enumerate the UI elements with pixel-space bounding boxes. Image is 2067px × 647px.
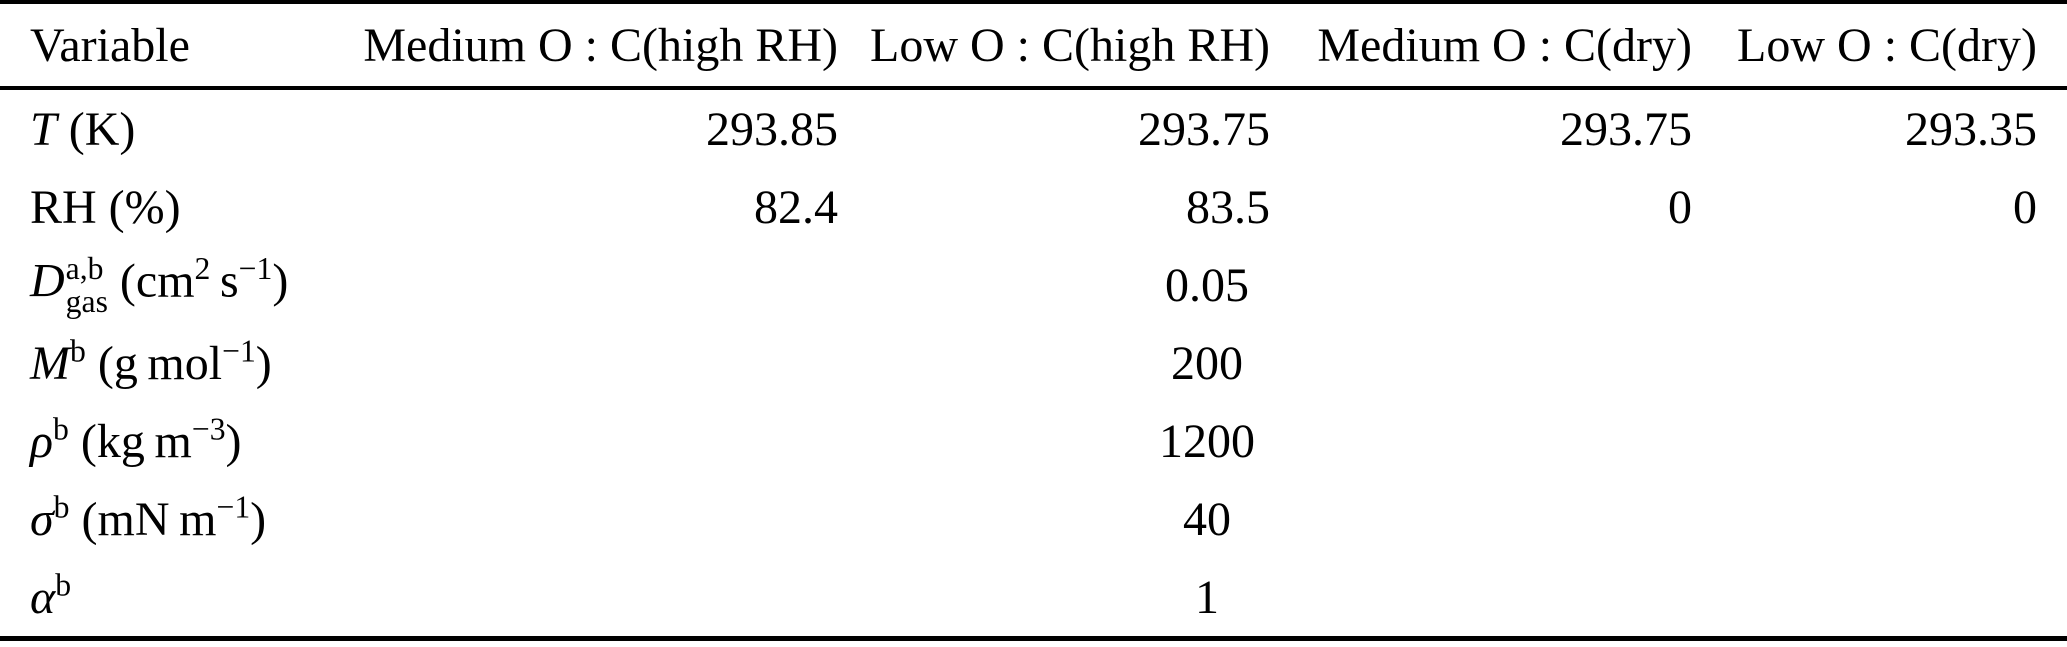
variable-label: σb (mN m−1) bbox=[0, 480, 340, 558]
value-cell: 293.85 bbox=[706, 102, 838, 156]
superscript: b bbox=[53, 411, 69, 447]
superscript: a,b bbox=[65, 250, 104, 286]
superscript: b bbox=[55, 567, 72, 603]
unit-text: (K) bbox=[56, 102, 136, 156]
table-row-surface-tension: σb (mN m−1) 40 bbox=[0, 480, 2067, 558]
superscript-subscript-stack: a,b gas bbox=[65, 250, 108, 319]
unit-text: ) bbox=[250, 492, 267, 546]
table-row-relative-humidity: RH (%) 82.4 83.5 0 0 bbox=[0, 168, 2067, 246]
variable-symbol: M bbox=[30, 336, 70, 390]
variable-symbol: T bbox=[30, 102, 57, 156]
unit-text: RH (%) bbox=[30, 180, 181, 234]
span-value-cell: 1200 bbox=[1159, 414, 1255, 468]
value-cell: 293.75 bbox=[1138, 102, 1270, 156]
table-header: Variable Medium O : C(high RH) Low O : C… bbox=[0, 2, 2067, 90]
column-header-medium-oc-dry: Medium O : C(dry) bbox=[1270, 2, 1692, 90]
unit-text: ) bbox=[255, 336, 272, 390]
variable-symbol: σ bbox=[30, 492, 54, 546]
superscript: −3 bbox=[191, 411, 226, 447]
unit-text: (g mol bbox=[85, 336, 223, 390]
superscript: −1 bbox=[222, 333, 256, 369]
value-cell: 83.5 bbox=[1186, 180, 1270, 234]
variable-label: αb bbox=[0, 558, 340, 639]
span-value-cell: 0.05 bbox=[1165, 258, 1249, 312]
value-cell: 293.35 bbox=[1905, 102, 2037, 156]
superscript: 2 bbox=[194, 250, 211, 286]
unit-text: s bbox=[210, 254, 239, 308]
column-header-variable: Variable bbox=[0, 2, 340, 90]
variable-symbol: ρ bbox=[30, 414, 54, 468]
table-row-temperature: T (K) 293.85 293.75 293.75 293.35 bbox=[0, 88, 2067, 168]
variable-label: Mb (g mol−1) bbox=[0, 324, 340, 402]
span-value-cell: 200 bbox=[1171, 336, 1243, 390]
value-cell: 0 bbox=[1668, 180, 1692, 234]
unit-text: ) bbox=[225, 414, 242, 468]
superscript: −1 bbox=[216, 489, 251, 525]
unit-text: (mN m bbox=[69, 492, 217, 546]
variable-label: RH (%) bbox=[0, 168, 340, 246]
column-header-low-oc-high-rh: Low O : C(high RH) bbox=[838, 2, 1270, 90]
table-row-molar-mass: Mb (g mol−1) 200 bbox=[0, 324, 2067, 402]
superscript: b bbox=[53, 489, 70, 525]
subscript: gas bbox=[65, 284, 108, 319]
table-row-density: ρb (kg m−3) 1200 bbox=[0, 402, 2067, 480]
unit-text: (cm bbox=[107, 254, 195, 308]
unit-text: ) bbox=[272, 254, 289, 308]
table-body: T (K) 293.85 293.75 293.75 293.35 RH (%) 82.4 8… bbox=[0, 88, 2067, 639]
value-cell: 293.75 bbox=[1560, 102, 1692, 156]
superscript: −1 bbox=[238, 250, 273, 286]
span-value-cell: 40 bbox=[1183, 492, 1231, 546]
column-header-medium-oc-high-rh: Medium O : C(high RH) bbox=[340, 2, 838, 90]
span-value-cell: 1 bbox=[1195, 570, 1219, 624]
value-cell: 0 bbox=[2013, 180, 2037, 234]
variable-label: ρb (kg m−3) bbox=[0, 402, 340, 480]
value-cell: 82.4 bbox=[754, 180, 838, 234]
table-row-accommodation-coefficient: αb 1 bbox=[0, 558, 2067, 639]
variable-symbol: α bbox=[30, 570, 56, 624]
variable-label: T (K) bbox=[0, 88, 340, 168]
column-header-low-oc-dry: Low O : C(dry) bbox=[1692, 2, 2067, 90]
unit-text: (kg m bbox=[68, 414, 192, 468]
variable-symbol: D bbox=[30, 254, 65, 308]
table-header-row: Variable Medium O : C(high RH) Low O : C… bbox=[0, 2, 2067, 90]
superscript: b bbox=[69, 333, 86, 369]
